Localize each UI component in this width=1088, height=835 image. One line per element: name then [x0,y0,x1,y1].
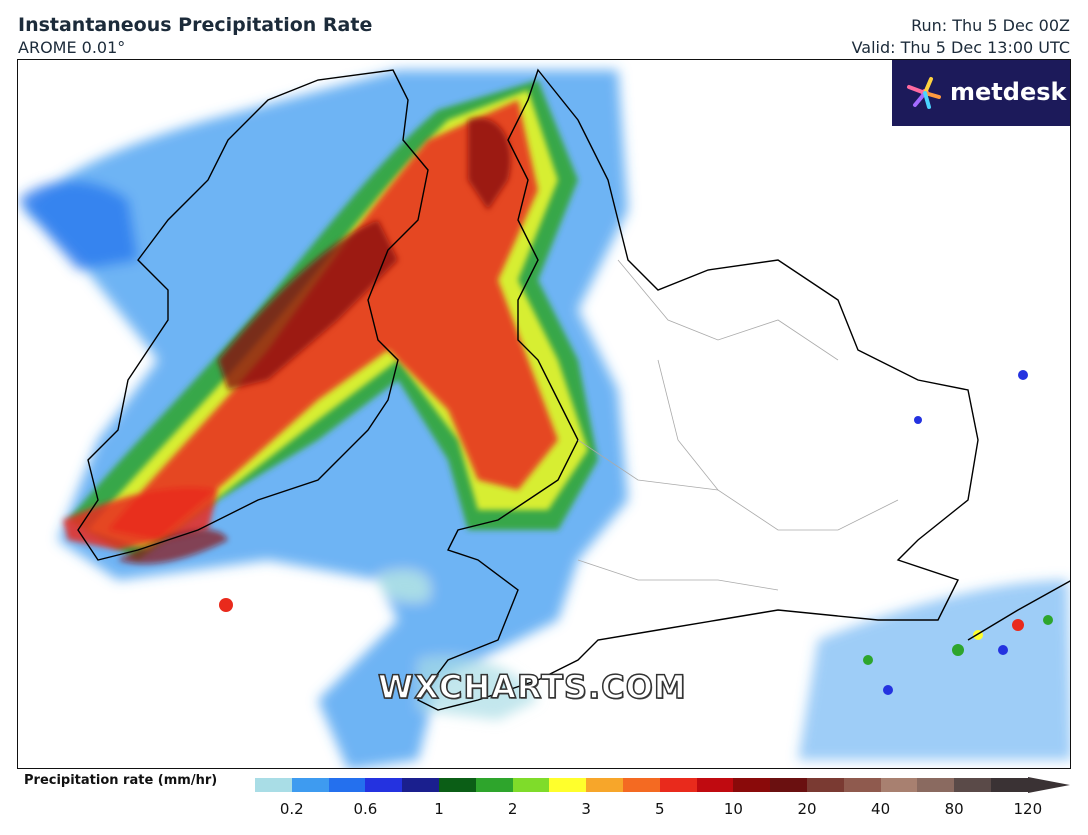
logo-text: metdesk [950,78,1067,106]
legend-swatch [770,778,807,792]
legend-swatch [954,778,991,792]
legend-swatch [402,778,439,792]
legend-tick-label: 3 [581,800,591,818]
legend-swatch [917,778,955,792]
legend-tick-label: 0.2 [279,800,304,818]
legend-swatch [255,778,292,792]
legend-tick-label: 120 [1013,800,1043,818]
legend-swatch [990,778,1028,792]
county-borders [577,259,899,591]
legend-tick-label: 80 [944,800,964,818]
legend-swatch [512,778,550,792]
legend-swatch [843,778,881,792]
precip-dark-red [118,118,511,564]
precip-showers-east [219,370,1053,695]
chart-title: Instantaneous Precipitation Rate [18,14,373,36]
legend-tick-label: 10 [723,800,743,818]
legend-swatch [659,778,697,792]
valid-time: Valid: Thu 5 Dec 13:00 UTC [851,38,1070,57]
metdesk-flower-icon [907,77,941,109]
legend-swatch [733,778,771,792]
legend-swatch [328,778,366,792]
legend-swatch [622,778,660,792]
legend-swatch [880,778,918,792]
run-time: Run: Thu 5 Dec 00Z [911,16,1070,35]
metdesk-logo: metdesk [892,60,1070,126]
legend-swatch [291,778,329,792]
legend-tick-label: 0.6 [353,800,378,818]
legend-tick-label: 40 [871,800,891,818]
model-name: AROME 0.01° [18,38,126,57]
legend-swatch [696,778,734,792]
precipitation-map[interactable]: metdesk [17,59,1071,769]
legend-title: Precipitation rate (mm/hr) [24,773,218,788]
legend-tick-label: 2 [507,800,518,818]
legend-swatch [586,778,623,792]
legend-tick-label: 20 [797,800,817,818]
coastlines [77,68,1070,711]
legend-swatch [475,778,513,792]
legend-tick-label: 5 [655,800,665,818]
map-canvas [18,68,1070,768]
legend-swatch [806,778,844,792]
watermark: WXCHARTS.COM [377,667,687,707]
legend-swatch [549,778,587,792]
legend-arrow-icon [1028,777,1070,793]
legend-swatch [438,778,476,792]
legend-swatch [365,778,403,792]
legend-tick-label: 1 [434,800,444,818]
color-scale-bar [255,778,1028,792]
